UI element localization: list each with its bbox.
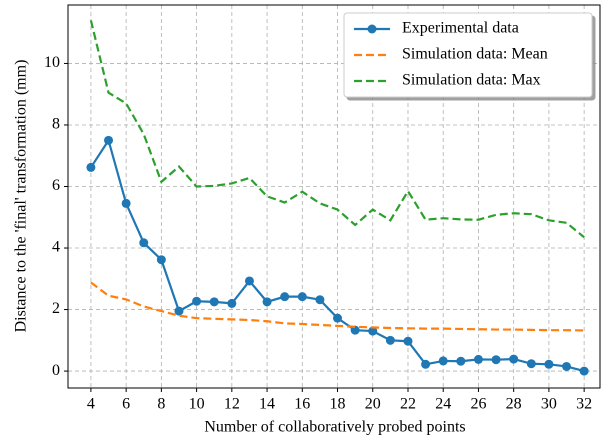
plot-frame	[67, 4, 601, 389]
y-tick-label: 8	[52, 116, 60, 133]
data-point	[473, 354, 483, 364]
data-point	[156, 255, 166, 265]
data-point	[139, 238, 149, 248]
data-point	[456, 356, 466, 366]
data-point	[297, 292, 307, 302]
data-point	[333, 313, 343, 323]
data-point	[121, 198, 131, 208]
x-tick-label: 4	[87, 396, 95, 413]
x-tick-label: 18	[330, 396, 346, 413]
x-tick-label: 16	[294, 396, 310, 413]
data-point	[385, 335, 395, 345]
data-point	[509, 354, 519, 364]
data-point	[526, 359, 536, 369]
data-point	[244, 276, 254, 286]
data-point	[421, 359, 431, 369]
data-point	[192, 296, 202, 306]
legend-marker	[367, 24, 377, 34]
data-point	[227, 298, 237, 308]
data-point	[350, 325, 360, 335]
y-tick-label: 4	[52, 239, 60, 256]
x-tick-label: 24	[435, 396, 451, 413]
x-tick-label: 10	[189, 396, 205, 413]
x-tick-label: 6	[122, 396, 130, 413]
data-point	[174, 306, 184, 316]
y-axis-label: Distance to the 'final' transformation (…	[13, 60, 30, 333]
legend: Experimental data Simulation data: Mean Si…	[343, 12, 593, 98]
x-tick-label: 22	[400, 396, 416, 413]
y-tick-label: 6	[52, 177, 60, 194]
x-tick-label: 20	[365, 396, 381, 413]
x-axis-label: Number of collaboratively probed points	[204, 419, 465, 436]
series-line	[90, 281, 585, 332]
legend-label: Simulation data: Max	[402, 72, 541, 89]
data-point	[368, 326, 378, 336]
data-point	[438, 356, 448, 366]
data-point	[544, 359, 554, 369]
legend-label: Experimental data	[402, 20, 519, 37]
x-tick-label: 26	[470, 396, 486, 413]
y-tick-label: 0	[52, 362, 60, 379]
data-point	[491, 355, 501, 365]
legend-box	[343, 12, 593, 98]
data-point	[86, 162, 96, 172]
data-point	[280, 292, 290, 302]
x-tick-label: 32	[576, 396, 592, 413]
y-tick-label: 2	[52, 300, 60, 317]
series-line	[89, 20, 585, 239]
x-tick-label: 8	[157, 396, 165, 413]
y-tick-label: 10	[44, 54, 60, 71]
x-tick-label: 28	[506, 396, 522, 413]
data-point	[104, 135, 114, 145]
x-tick-label: 12	[224, 396, 240, 413]
legend-label: Simulation data: Mean	[402, 46, 548, 63]
data-point	[209, 297, 219, 307]
data-point	[403, 336, 413, 346]
data-point	[562, 361, 572, 371]
x-tick-label: 30	[541, 396, 557, 413]
data-point	[315, 295, 325, 305]
data-point	[579, 366, 589, 376]
x-tick-label: 14	[259, 396, 275, 413]
data-point	[262, 297, 272, 307]
